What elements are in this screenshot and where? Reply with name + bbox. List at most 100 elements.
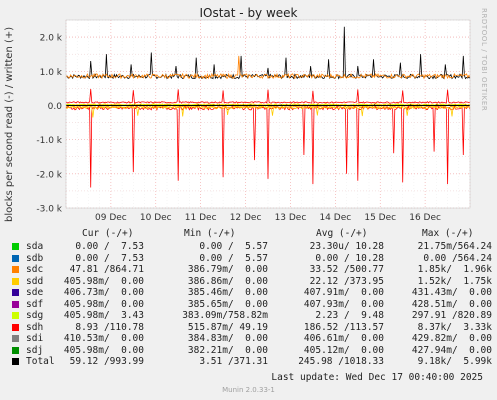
legend-header-max: Max (-/+) bbox=[422, 228, 474, 239]
legend-min: 383.09m/758.82m bbox=[182, 310, 268, 321]
legend-max: 1.52k/ 1.75k bbox=[417, 275, 492, 287]
legend-avg: 186.52 /113.57 bbox=[303, 321, 384, 333]
legend-max: 1.85k/ 1.96k bbox=[417, 264, 492, 275]
legend-min: 515.87m/ 49.19 bbox=[187, 321, 268, 333]
series-line-sdh-write bbox=[65, 88, 471, 104]
legend-header-cur: Cur (-/+) bbox=[82, 228, 134, 239]
y-tick-label: 0.0 bbox=[48, 102, 63, 112]
legend-min: 382.21m/ 0.00 bbox=[187, 344, 268, 356]
legend-name: sdj bbox=[26, 344, 44, 356]
legend-cur: 405.98m/ 0.00 bbox=[63, 298, 144, 310]
legend-cur: 405.98m/ 3.43 bbox=[63, 310, 144, 321]
y-tick-label: 1.0 k bbox=[40, 68, 63, 78]
y-tick-label: -3.0 k bbox=[36, 205, 62, 215]
legend-cur: 405.98m/ 0.00 bbox=[63, 275, 144, 287]
munin-version: Munin 2.0.33-1 bbox=[222, 386, 275, 394]
y-tick-label: -1.0 k bbox=[36, 136, 62, 146]
legend-row: Total 59.12 /993.99 3.51 /371.31 245.98 /10… bbox=[12, 356, 492, 367]
legend-row: sdj 405.98m/ 0.00 382.21m/ 0.00 405.12m/ 0.… bbox=[12, 345, 492, 356]
legend-avg: 0.00 / 10.28 bbox=[315, 252, 384, 264]
legend-row: sdd 405.98m/ 0.00 386.86m/ 0.00 22.12 /373.… bbox=[12, 276, 492, 287]
legend-min: 0.00 / 5.57 bbox=[199, 241, 268, 252]
legend-name: sde bbox=[26, 287, 44, 298]
legend-max: 427.94m/ 0.00 bbox=[411, 344, 492, 356]
last-update: Last update: Wed Dec 17 00:40:00 2025 bbox=[271, 372, 483, 383]
legend-avg: 33.52 /500.77 bbox=[309, 264, 384, 275]
series-line-sdc-read bbox=[65, 105, 471, 109]
legend-avg: 407.93m/ 0.00 bbox=[303, 298, 384, 310]
legend-swatch bbox=[12, 323, 19, 331]
legend-row: sdh 8.93 /110.78 515.87m/ 49.19 186.52 /113… bbox=[12, 322, 492, 333]
y-axis-ticks: 2.0 k 1.0 k 0.0 -1.0 k -2.0 k -3.0 k bbox=[36, 34, 62, 215]
legend-swatch bbox=[12, 254, 19, 262]
legend-avg: 2.23 / 9.48 bbox=[315, 310, 384, 321]
legend-swatch bbox=[12, 312, 19, 319]
legend-name: sda bbox=[26, 241, 44, 252]
series-line-sdh-read bbox=[65, 105, 471, 188]
legend-min: 386.79m/ 0.00 bbox=[187, 264, 268, 275]
legend-header-avg: Avg (-/+) bbox=[316, 228, 368, 239]
y-tick-label: -2.0 k bbox=[36, 170, 62, 180]
legend-row: sdg 405.98m/ 3.43 383.09m/758.82m 2.23 / 9.… bbox=[12, 310, 492, 321]
legend-name: sdc bbox=[26, 264, 44, 275]
legend-name: sdi bbox=[26, 333, 44, 344]
series-line-sdc-write bbox=[65, 55, 471, 80]
legend-row: sdf 405.98m/ 0.00 385.65m/ 0.00 407.93m/ 0.… bbox=[12, 299, 492, 310]
y-tick-label: 2.0 k bbox=[40, 34, 63, 44]
legend-swatch bbox=[12, 243, 19, 250]
legend-cur: 406.73m/ 0.00 bbox=[63, 287, 144, 298]
legend-max: 8.37k/ 3.33k bbox=[417, 321, 492, 333]
legend-name: sdh bbox=[26, 321, 44, 333]
legend-swatch bbox=[12, 289, 19, 296]
legend-cur: 47.81 /864.71 bbox=[69, 264, 144, 275]
legend-avg: 406.61m/ 0.00 bbox=[303, 333, 384, 344]
legend-swatch bbox=[12, 335, 19, 342]
legend-swatch bbox=[12, 277, 19, 285]
legend-name: sdg bbox=[26, 310, 44, 321]
legend-name: sdb bbox=[26, 252, 44, 264]
legend-row: sdc 47.81 /864.71 386.79m/ 0.00 33.52 /500.… bbox=[12, 264, 492, 275]
legend-max: 21.75m/564.24 bbox=[417, 241, 492, 252]
legend-max: 9.18k/ 5.99k bbox=[417, 356, 492, 367]
legend-cur: 405.98m/ 0.00 bbox=[63, 344, 144, 356]
x-tick-label: 13 Dec bbox=[275, 213, 307, 223]
legend-max: 297.91 /820.89 bbox=[411, 310, 492, 321]
legend-min: 3.51 /371.31 bbox=[199, 356, 268, 367]
legend-min: 386.86m/ 0.00 bbox=[187, 275, 268, 287]
legend-avg: 22.12 /373.95 bbox=[309, 275, 384, 287]
legend-cur: 0.00 / 7.53 bbox=[75, 252, 144, 264]
legend-cur: 8.93 /110.78 bbox=[75, 321, 144, 333]
x-tick-label: 10 Dec bbox=[140, 213, 172, 223]
legend-swatch bbox=[12, 346, 19, 354]
series-line-sdd-read bbox=[65, 105, 471, 118]
legend-max: 429.82m/ 0.00 bbox=[411, 333, 492, 344]
legend-min: 385.65m/ 0.00 bbox=[187, 298, 268, 310]
legend-row: sdb 0.00 / 7.53 0.00 / 5.57 0.00 / 10.28 0.0… bbox=[12, 253, 492, 264]
x-tick-label: 16 Dec bbox=[409, 213, 441, 223]
legend-row: sdi 410.53m/ 0.00 384.83m/ 0.00 406.61m/ 0.… bbox=[12, 333, 492, 344]
legend-swatch bbox=[12, 300, 19, 308]
x-tick-label: 14 Dec bbox=[319, 213, 351, 223]
legend-cur: 59.12 /993.99 bbox=[69, 356, 144, 367]
legend-avg: 245.98 /1018.33 bbox=[298, 356, 384, 367]
x-tick-label: 11 Dec bbox=[185, 213, 217, 223]
x-tick-label: 09 Dec bbox=[95, 213, 127, 223]
legend-avg: 407.91m/ 0.00 bbox=[303, 287, 384, 298]
legend-min: 0.00 / 5.57 bbox=[199, 252, 268, 264]
legend-swatch bbox=[12, 266, 19, 273]
x-tick-label: 12 Dec bbox=[230, 213, 262, 223]
legend-name: sdf bbox=[26, 298, 44, 310]
legend-name: sdd bbox=[26, 275, 44, 287]
legend-cur: 0.00 / 7.53 bbox=[75, 241, 144, 252]
legend-max: 428.51m/ 0.00 bbox=[411, 298, 492, 310]
graph-title: IOstat - by week bbox=[199, 6, 298, 20]
x-tick-label: 15 Dec bbox=[364, 213, 396, 223]
legend-cur: 410.53m/ 0.00 bbox=[63, 333, 144, 344]
legend-min: 384.83m/ 0.00 bbox=[187, 333, 268, 344]
legend-name: Total bbox=[26, 356, 55, 367]
legend-swatch bbox=[12, 358, 19, 365]
plot-border bbox=[65, 19, 471, 209]
legend-min: 385.46m/ 0.00 bbox=[187, 287, 268, 298]
legend-header-min: Min (-/+) bbox=[184, 228, 236, 239]
